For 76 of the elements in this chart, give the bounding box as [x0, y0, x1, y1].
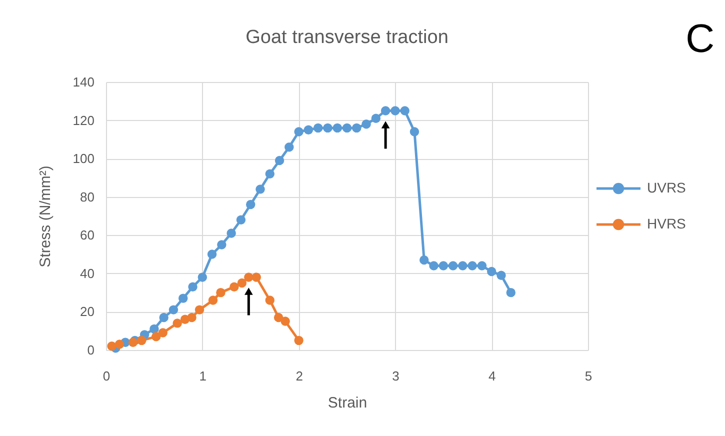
y-tick-label: 140 — [72, 74, 94, 90]
point — [226, 228, 236, 238]
point — [265, 296, 274, 305]
point — [274, 312, 284, 322]
point — [230, 282, 239, 292]
point — [187, 312, 196, 322]
point — [420, 255, 429, 265]
point — [152, 332, 161, 342]
point — [168, 305, 178, 314]
point — [178, 294, 188, 303]
x-tick-label: 5 — [584, 368, 592, 384]
point — [137, 336, 146, 346]
point — [280, 316, 290, 326]
point — [194, 305, 204, 314]
point — [304, 125, 314, 134]
point — [284, 142, 294, 152]
point — [198, 272, 208, 282]
point — [390, 106, 400, 116]
x-tick-label: 4 — [488, 368, 496, 384]
point — [342, 123, 352, 133]
point — [429, 261, 438, 270]
point — [458, 261, 468, 270]
point — [477, 261, 487, 270]
point — [217, 240, 226, 250]
point — [486, 266, 496, 276]
point — [294, 336, 304, 346]
point — [256, 184, 265, 194]
point — [506, 288, 516, 298]
y-tick-label: 20 — [80, 304, 94, 320]
point — [107, 342, 116, 351]
point — [252, 272, 261, 282]
point — [208, 296, 218, 305]
point — [371, 114, 381, 123]
point — [323, 123, 332, 133]
point — [216, 288, 226, 298]
point — [207, 250, 217, 259]
x-tick-label: 2 — [296, 368, 303, 384]
point — [114, 340, 124, 349]
point — [236, 215, 246, 224]
legend-label: HVRS — [647, 216, 686, 232]
y-tick-label: 40 — [80, 266, 94, 281]
y-tick-label: 80 — [80, 189, 94, 204]
point — [246, 200, 256, 210]
point — [274, 156, 284, 166]
point — [313, 123, 323, 133]
point — [380, 106, 390, 116]
point — [172, 318, 182, 328]
y-tick-label: 60 — [80, 228, 94, 243]
legend-label: UVRS — [647, 180, 686, 196]
x-tick-label: 3 — [392, 368, 400, 384]
x-axis-title: Strain — [328, 394, 368, 412]
point — [352, 123, 362, 133]
point — [448, 261, 458, 270]
y-tick-label: 120 — [72, 112, 94, 128]
point — [400, 106, 410, 116]
y-tick-label: 100 — [72, 151, 94, 166]
chart-title: Goat transverse traction — [246, 27, 448, 48]
point — [265, 169, 274, 178]
y-tick-label: 0 — [87, 342, 94, 358]
y-axis-title: Stress (N/mm²) — [36, 166, 54, 268]
point — [496, 270, 506, 280]
text: C — [686, 17, 714, 61]
point — [468, 261, 477, 270]
point — [158, 328, 168, 338]
point — [244, 272, 254, 282]
point — [188, 282, 198, 292]
point — [237, 278, 247, 288]
point — [332, 123, 342, 133]
x-tick-label: 1 — [199, 368, 207, 384]
point — [150, 324, 159, 334]
x-tick-label: 0 — [102, 368, 110, 384]
point — [438, 261, 448, 270]
point — [159, 312, 168, 322]
point — [362, 120, 371, 129]
point — [294, 127, 304, 136]
point — [410, 127, 420, 136]
